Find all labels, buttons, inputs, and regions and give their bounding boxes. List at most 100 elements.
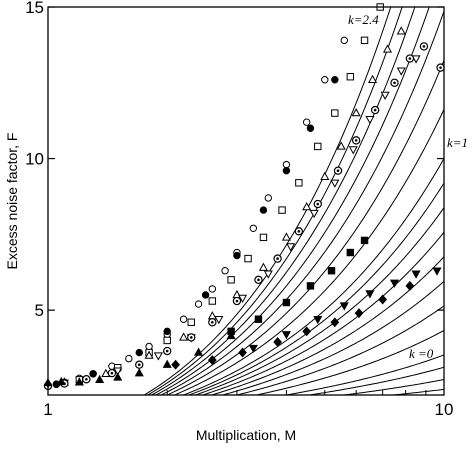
data-point-circle-filled: [89, 370, 97, 378]
data-point-triangle-open: [320, 171, 330, 180]
data-point-triangle-down-open: [396, 67, 406, 76]
data-point-circle-open: [208, 285, 217, 293]
data-point-triangle-down-open: [330, 179, 340, 188]
data-point-square-open: [346, 73, 355, 81]
data-point-triangle-down-open: [309, 209, 319, 219]
model-curve-15: [166, 60, 444, 395]
data-point-circle-filled: [233, 251, 241, 260]
model-curve-18: [150, 7, 416, 395]
data-point-circle-dot: [370, 105, 380, 115]
data-point-circle-dot: [419, 42, 429, 51]
data-point-square-filled: [327, 267, 336, 275]
data-point-square-filled: [346, 248, 355, 257]
data-point-circle-open: [321, 76, 329, 84]
data-point-triangle-down-filled: [365, 290, 375, 299]
model-curve-9: [209, 256, 444, 395]
data-point-circle-open: [249, 224, 258, 232]
data-point-diamond-filled: [378, 294, 388, 305]
data-point-triangle-open: [258, 262, 268, 271]
data-point-circle-open: [340, 36, 348, 45]
data-point-triangle-filled: [95, 374, 105, 384]
data-point-circle-open: [194, 300, 203, 308]
data-point-circle-dot: [351, 136, 361, 145]
data-point-triangle-filled: [162, 359, 172, 368]
data-point-triangle-open: [207, 311, 217, 320]
x-axis-label: Multiplication, M: [196, 427, 296, 443]
data-point-square-open: [244, 254, 252, 263]
data-point-circle-dot: [254, 275, 263, 285]
data-point-circle-dot: [135, 360, 144, 369]
data-point-square-filled: [282, 298, 291, 307]
data-point-circle-filled: [201, 291, 210, 299]
data-point-triangle-down-open: [263, 270, 273, 279]
model-curve-2: [388, 388, 444, 395]
model-curve-13: [182, 158, 444, 395]
y-tick-label: 15: [25, 0, 44, 17]
data-point-circle-dot: [436, 63, 445, 72]
data-point-triangle-down-open: [348, 146, 358, 155]
data-point-triangle-down-open: [214, 316, 224, 325]
data-point-triangle-down-filled: [339, 302, 349, 311]
data-point-triangle-down-open: [153, 352, 163, 361]
data-point-circle-open: [145, 342, 153, 351]
model-curve-6: [254, 329, 444, 395]
data-point-circle-dot: [273, 254, 282, 263]
data-point-triangle-open: [144, 350, 154, 359]
data-point-circle-dot: [232, 296, 242, 306]
data-point-diamond-filled: [405, 280, 415, 291]
data-point-circle-dot: [313, 199, 322, 209]
data-point-triangle-open: [336, 141, 346, 150]
annotation-top-curve: k=2.4: [348, 12, 379, 27]
data-point-triangle-open: [367, 74, 378, 83]
model-curve-20: [143, 7, 392, 395]
model-curve-19: [146, 7, 403, 395]
data-point-triangle-down-open: [238, 294, 248, 304]
data-point-circle-open: [125, 354, 133, 363]
data-point-circle-dot: [107, 368, 117, 378]
data-point-square-filled: [254, 315, 263, 323]
data-point-circle-open: [179, 315, 188, 323]
data-point-triangle-open: [302, 202, 312, 211]
model-curve-17: [154, 7, 430, 395]
data-point-triangle-filled: [113, 372, 123, 381]
annotation-middle-curve: k=1: [447, 135, 468, 150]
model-curve-5: [283, 354, 444, 395]
data-point-circle-dot: [82, 375, 91, 384]
data-point-triangle-open: [382, 44, 393, 53]
data-point-triangle-down-filled: [432, 267, 442, 276]
data-point-square-filled: [306, 282, 315, 290]
data-point-diamond-filled: [302, 326, 312, 337]
x-tick-label: 1: [43, 400, 52, 419]
model-curve-11: [193, 207, 444, 395]
model-curves: [143, 7, 444, 395]
data-point-square-open: [163, 336, 171, 345]
data-point-circle-open: [302, 118, 311, 126]
y-tick-label: 10: [25, 150, 44, 169]
model-curve-14: [173, 109, 444, 395]
data-point-diamond-filled: [330, 317, 340, 328]
data-point-circle-dot: [163, 346, 172, 356]
model-curve-7: [234, 305, 444, 395]
model-curve-3: [340, 379, 444, 395]
data-point-triangle-down-filled: [411, 270, 421, 279]
data-point-triangle-down-open: [113, 367, 123, 376]
data-point-circle-filled: [135, 348, 143, 357]
data-point-triangle-down-open: [286, 243, 296, 252]
data-point-triangle-filled: [226, 330, 236, 340]
data-point-triangle-filled: [134, 368, 144, 377]
y-axis-label: Excess noise factor, F: [4, 133, 20, 270]
data-point-triangle-down-filled: [389, 279, 400, 288]
data-point-diamond-filled: [238, 347, 247, 358]
data-point-circle-open: [221, 267, 229, 275]
model-curve-10: [201, 231, 444, 395]
data-point-circle-filled: [259, 206, 268, 214]
data-point-triangle-down-open: [411, 55, 421, 64]
data-point-diamond-filled: [354, 308, 364, 319]
data-point-triangle-open: [179, 332, 189, 341]
data-point-square-open: [331, 109, 339, 117]
data-point-triangle-open: [281, 232, 291, 241]
data-point-circle-dot: [390, 78, 399, 87]
data-point-circle-dot: [405, 54, 415, 63]
